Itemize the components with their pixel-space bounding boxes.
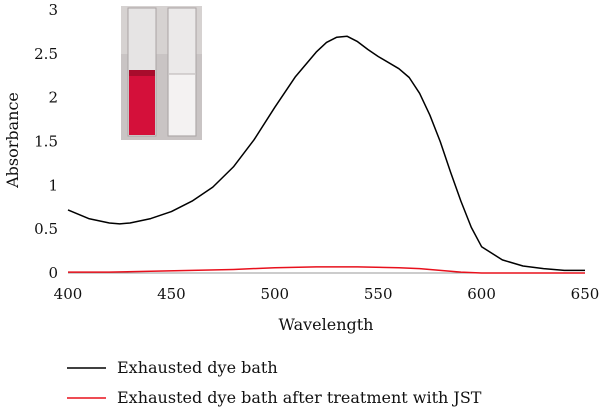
x-tick-label: 650 — [571, 285, 600, 303]
legend-label-series-2: Exhausted dye bath after treatment with … — [117, 388, 482, 407]
inset-dye-meniscus — [129, 70, 155, 76]
series-line-1 — [67, 35, 585, 272]
x-tick-label: 450 — [157, 285, 186, 303]
inset-clear-solution — [169, 74, 195, 135]
y-tick-label: 2 — [48, 89, 58, 107]
y-tick-label: 1 — [48, 176, 58, 194]
x-tick-label: 600 — [467, 285, 496, 303]
y-axis-title: Absorbance — [3, 92, 22, 189]
y-tick-label: 2.5 — [34, 45, 58, 63]
tick-labels: 0 0.5 1 1.5 2 2.5 3 400 450 500 550 600 650 — [34, 1, 599, 303]
legend: Exhausted dye bath Exhausted dye bath af… — [67, 358, 482, 407]
x-tick-label: 500 — [260, 285, 289, 303]
legend-label-series-1: Exhausted dye bath — [117, 358, 278, 377]
series-lines — [67, 35, 585, 274]
inset-dye-solution — [129, 74, 155, 135]
x-axis-title: Wavelength — [279, 315, 374, 334]
y-tick-label: 3 — [48, 1, 58, 19]
y-tick-label: 0.5 — [34, 220, 58, 238]
series-line-2 — [68, 266, 585, 274]
x-tick-label: 400 — [54, 285, 83, 303]
x-tick-label: 550 — [364, 285, 393, 303]
y-tick-label: 1.5 — [34, 133, 58, 151]
inset-photo-test-tubes — [121, 6, 202, 140]
y-tick-label: 0 — [48, 264, 58, 282]
